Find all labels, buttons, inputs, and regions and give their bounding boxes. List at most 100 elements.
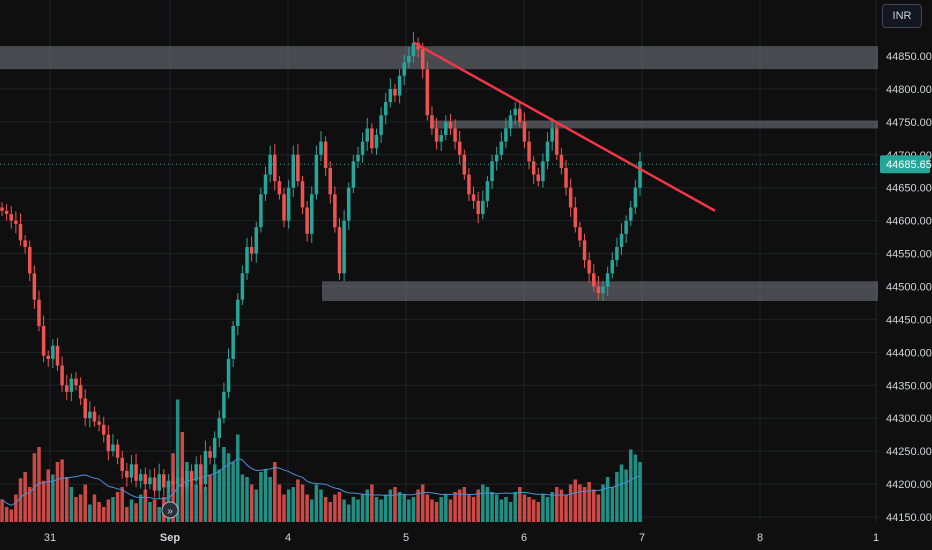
volume-bar [296, 479, 300, 522]
volume-bar [610, 487, 615, 522]
candle-body [231, 326, 235, 359]
volume-bar [101, 507, 106, 522]
volume-bar [448, 499, 453, 522]
volume-bar [356, 499, 360, 522]
time-tick-label: 1 [873, 532, 879, 544]
volume-bar [416, 489, 420, 522]
volume-bar [277, 484, 282, 522]
price-tick-label: 44350.00 [886, 380, 932, 392]
volume-bar [106, 499, 111, 522]
volume-bar [342, 499, 346, 522]
candle-body [397, 75, 402, 96]
volume-bar [291, 487, 296, 522]
candle-body [300, 181, 305, 208]
volume-bar [143, 489, 148, 522]
volume-bar [203, 487, 208, 522]
price-zone[interactable] [430, 120, 878, 129]
candle-body [333, 194, 337, 228]
time-tick-label: 7 [639, 532, 645, 544]
candle-body [0, 207, 4, 211]
volume-bar [494, 494, 499, 522]
candle-body [189, 470, 194, 481]
candle-body [365, 128, 369, 142]
volume-bar [518, 487, 522, 522]
volume-bar [439, 497, 443, 522]
volume-bar [226, 453, 231, 522]
candle-body [578, 227, 582, 241]
candle-body [171, 480, 175, 485]
volume-bar [444, 494, 448, 522]
price-tick-label: 44500.00 [886, 282, 932, 294]
volume-bar [245, 477, 249, 522]
candle-body [393, 88, 397, 96]
volume-bar [46, 469, 50, 522]
volume-bar [457, 489, 462, 522]
volume-bar [545, 497, 550, 522]
candle-body [41, 326, 46, 356]
volume-bar [615, 472, 619, 522]
volume-bar [27, 487, 32, 522]
candle-body [573, 207, 578, 228]
price-axis[interactable]: 44850.0044800.0044750.0044700.0044650.00… [886, 51, 932, 524]
volume-bar [374, 497, 379, 522]
volume-bar [138, 494, 143, 522]
volume-bar [328, 502, 333, 522]
candle-body [194, 464, 198, 481]
volume-bar [550, 492, 554, 522]
volume-bar [14, 494, 18, 522]
volume-bar [490, 492, 494, 522]
volume-bar [592, 489, 596, 522]
time-tick-label: Sep [160, 532, 180, 544]
candle-body [402, 62, 406, 76]
volume-bar [499, 499, 504, 522]
candle-body [166, 480, 171, 488]
candle-body [444, 121, 448, 136]
trendline[interactable] [413, 41, 716, 212]
candle-body [78, 385, 83, 399]
volume-bar [407, 499, 411, 522]
volume-bar [268, 477, 272, 522]
volume-bar [240, 474, 245, 522]
candle-body [453, 128, 457, 142]
volume-bar [541, 494, 545, 522]
current-price-label: 44685.65 [886, 159, 932, 171]
volume-bar [559, 489, 564, 522]
goto-realtime-button[interactable]: » [161, 501, 179, 519]
candle-body [628, 207, 633, 221]
volume-bar [305, 494, 309, 522]
candle-body [518, 108, 522, 122]
candle-body [27, 246, 32, 274]
current-price-badge [880, 155, 930, 174]
candle-body [254, 227, 259, 254]
candle-body [106, 434, 111, 452]
volume-moving-average-line [1, 457, 641, 506]
volume-bar [351, 497, 356, 522]
volume-bar [568, 484, 573, 522]
volume-bar [212, 464, 217, 522]
candle-body [467, 174, 471, 195]
volume-bar [78, 494, 83, 522]
candle-body [388, 88, 393, 103]
volume-bar [309, 499, 314, 522]
volume-bar [282, 494, 286, 522]
price-tick-label: 44300.00 [886, 413, 932, 425]
volume-bar [83, 484, 87, 522]
volume-bar [555, 487, 559, 522]
candle-body [236, 299, 240, 327]
candle-body [101, 424, 106, 435]
price-tick-label: 44850.00 [886, 51, 932, 63]
time-axis[interactable]: 31 Sep 4 5 6 7 8 1 [44, 532, 879, 544]
currency-selector[interactable]: INR [882, 4, 922, 28]
volume-bar [69, 487, 74, 522]
price-tick-label: 44750.00 [886, 117, 932, 129]
volume-bar [92, 494, 97, 522]
price-tick-label: 44650.00 [886, 183, 932, 195]
volume-bar [111, 497, 115, 522]
candle-body [138, 474, 143, 481]
candle-body [610, 260, 615, 274]
volume-bar [337, 492, 342, 522]
candle-body [175, 477, 180, 485]
volume-bar [638, 462, 642, 522]
volume-bar [157, 507, 161, 522]
